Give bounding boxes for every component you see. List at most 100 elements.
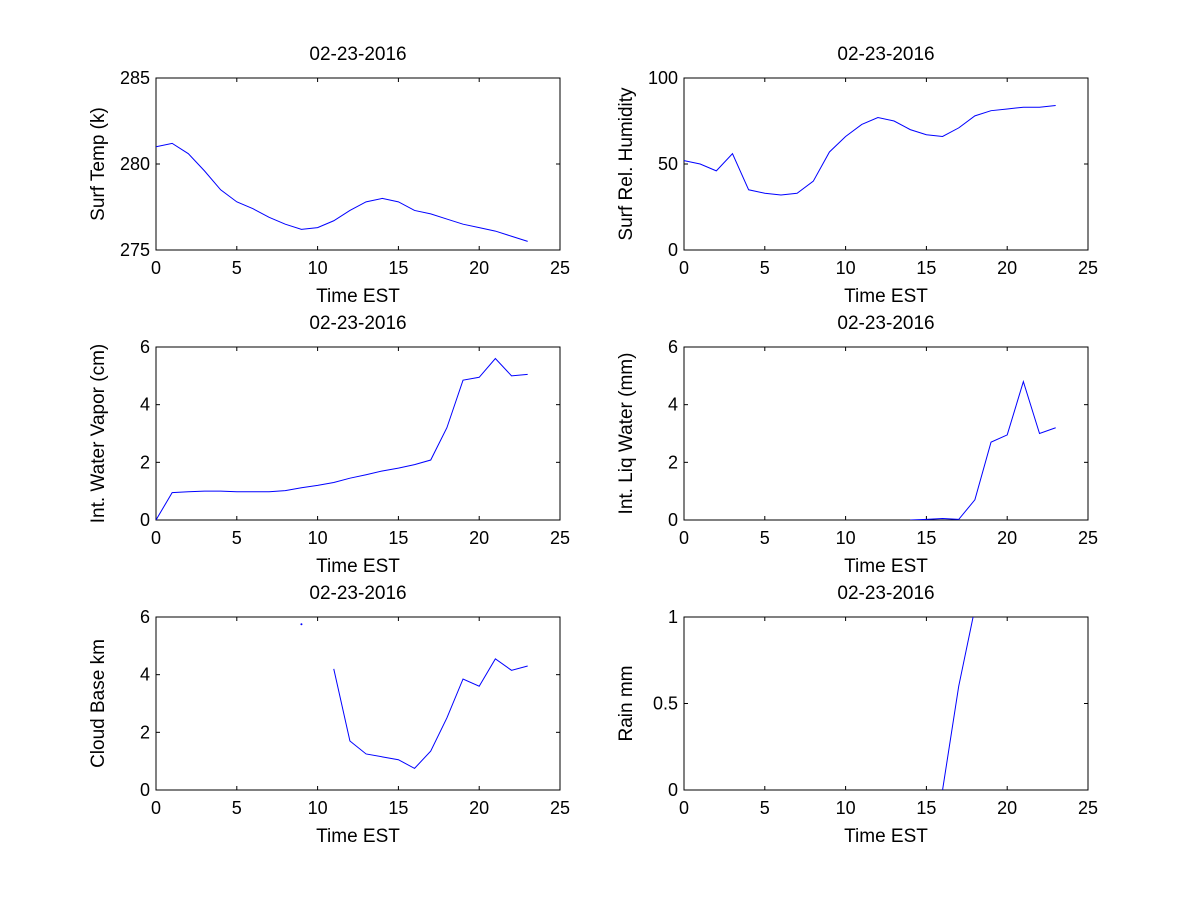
series-line xyxy=(156,357,528,520)
series-line xyxy=(910,379,1056,520)
y-tick-label: 0 xyxy=(140,510,150,530)
x-tick-label: 20 xyxy=(469,528,489,548)
x-tick-label: 5 xyxy=(232,258,242,278)
chart-title: 02-23-2016 xyxy=(837,313,934,334)
axes-box xyxy=(155,77,561,251)
x-tick-label: 0 xyxy=(679,798,689,818)
x-axis-label: Time EST xyxy=(316,826,400,847)
x-tick-label: 0 xyxy=(151,528,161,548)
x-tick-label: 20 xyxy=(997,258,1017,278)
chart-title: 02-23-2016 xyxy=(309,583,406,604)
x-tick-label: 25 xyxy=(1078,258,1098,278)
subplot-1: 0 5 10 15 20 25 275 280 285 02-23-2016 Time EST Sur… xyxy=(88,44,570,307)
y-tick-label: 0 xyxy=(140,780,150,800)
axes-box xyxy=(155,346,561,521)
y-tick-label: 6 xyxy=(668,337,678,357)
y-tick-label: 50 xyxy=(658,154,678,174)
subplot-4: 0 5 10 15 20 25 0 2 4 6 02-23-2016 Time EST Int. Liq… xyxy=(616,313,1098,577)
x-tick-label: 25 xyxy=(1078,528,1098,548)
axes-box xyxy=(155,616,561,791)
y-tick-label: 4 xyxy=(140,665,150,685)
x-tick-label: 0 xyxy=(151,258,161,278)
y-axis-label: Surf Rel. Humidity xyxy=(616,87,637,241)
data-area xyxy=(684,105,1056,196)
x-axis-label: Time EST xyxy=(844,286,928,307)
x-tick-label: 15 xyxy=(388,258,408,278)
x-tick-label: 20 xyxy=(997,528,1017,548)
y-tick-label: 275 xyxy=(120,240,150,260)
axes-box xyxy=(683,346,1089,521)
x-tick-label: 5 xyxy=(232,528,242,548)
x-tick-label: 15 xyxy=(388,528,408,548)
data-point xyxy=(300,623,303,626)
y-tick-label: 285 xyxy=(120,68,150,88)
x-tick-label: 25 xyxy=(550,528,570,548)
y-tick-label: 2 xyxy=(140,722,150,742)
x-tick-label: 5 xyxy=(760,258,770,278)
chart-title: 02-23-2016 xyxy=(309,313,406,334)
chart-title: 02-23-2016 xyxy=(837,44,934,65)
y-tick-label: 0.5 xyxy=(653,694,678,714)
x-axis-label: Time EST xyxy=(844,826,928,847)
y-tick-label: 4 xyxy=(140,395,150,415)
y-axis-label: Surf Temp (k) xyxy=(88,107,109,221)
subplot-6: 0 5 10 15 20 25 0 0.5 1 02-23-2016 Time EST Rain mm xyxy=(616,583,1098,847)
y-axis-label: Int. Water Vapor (cm) xyxy=(88,344,109,523)
y-tick-label: 0 xyxy=(668,240,678,260)
x-tick-label: 10 xyxy=(308,528,328,548)
x-axis-label: Time EST xyxy=(316,556,400,577)
x-tick-label: 20 xyxy=(469,258,489,278)
x-tick-label: 15 xyxy=(916,528,936,548)
y-tick-label: 4 xyxy=(668,395,678,415)
x-tick-label: 15 xyxy=(916,258,936,278)
y-tick-label: 2 xyxy=(668,452,678,472)
x-tick-label: 10 xyxy=(308,258,328,278)
data-area xyxy=(156,142,528,242)
y-tick-label: 280 xyxy=(120,154,150,174)
x-tick-label: 20 xyxy=(469,798,489,818)
y-tick-label: 2 xyxy=(140,452,150,472)
x-tick-label: 25 xyxy=(550,258,570,278)
x-tick-label: 5 xyxy=(760,528,770,548)
y-tick-label: 6 xyxy=(140,607,150,627)
y-tick-label: 1 xyxy=(668,607,678,627)
subplot-2: 0 5 10 15 20 25 0 50 100 02-23-2016 Time EST Surf R… xyxy=(616,44,1098,307)
axes-box xyxy=(683,77,1089,251)
x-tick-label: 10 xyxy=(308,798,328,818)
data-area xyxy=(156,357,528,520)
x-tick-label: 10 xyxy=(836,528,856,548)
y-axis-label: Rain mm xyxy=(616,665,637,741)
data-area xyxy=(300,623,528,770)
axes-box xyxy=(683,616,1089,791)
x-axis-label: Time EST xyxy=(316,286,400,307)
subplot-3: 0 5 10 15 20 25 0 2 4 6 02-23-2016 Time EST Int. Wat… xyxy=(88,313,570,577)
x-tick-label: 25 xyxy=(1078,798,1098,818)
x-tick-label: 0 xyxy=(679,258,689,278)
x-tick-label: 5 xyxy=(232,798,242,818)
series-line xyxy=(156,142,528,242)
y-tick-label: 0 xyxy=(668,510,678,530)
series-line xyxy=(684,105,1056,196)
chart-title: 02-23-2016 xyxy=(837,583,934,604)
y-tick-label: 100 xyxy=(648,68,678,88)
data-area xyxy=(910,379,1056,520)
x-tick-label: 0 xyxy=(151,798,161,818)
x-tick-label: 5 xyxy=(760,798,770,818)
y-tick-label: 6 xyxy=(140,337,150,357)
x-tick-label: 10 xyxy=(836,258,856,278)
x-tick-label: 10 xyxy=(836,798,856,818)
subplot-5: 0 5 10 15 20 25 0 2 4 6 02-23-2016 Time EST Cloud Ba… xyxy=(88,583,570,847)
y-axis-label: Cloud Base km xyxy=(88,639,109,768)
x-tick-label: 15 xyxy=(388,798,408,818)
y-tick-label: 0 xyxy=(668,780,678,800)
x-tick-label: 0 xyxy=(679,528,689,548)
series-line xyxy=(333,658,528,770)
x-tick-label: 25 xyxy=(550,798,570,818)
y-axis-label: Int. Liq Water (mm) xyxy=(616,353,637,515)
x-tick-label: 20 xyxy=(997,798,1017,818)
x-axis-label: Time EST xyxy=(844,556,928,577)
series-line xyxy=(942,617,974,790)
x-tick-label: 15 xyxy=(916,798,936,818)
